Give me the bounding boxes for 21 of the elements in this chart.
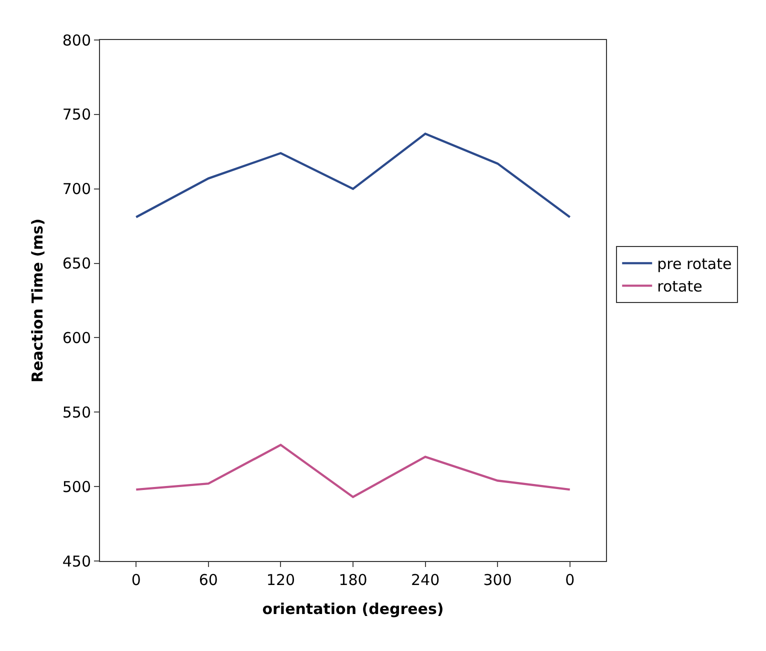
line-series — [135, 132, 571, 218]
line-series — [135, 444, 571, 498]
y-tick-label: 750 — [62, 106, 91, 124]
x-tick-label: 60 — [198, 571, 218, 589]
y-tick-label: 450 — [62, 552, 91, 570]
legend-label: pre rotate — [657, 255, 732, 274]
y-tick-label: 700 — [62, 180, 91, 198]
x-tick-label: 300 — [483, 571, 512, 589]
y-tick-label: 600 — [62, 328, 91, 347]
x-tick-label: 0 — [565, 571, 575, 589]
y-tick-label: 550 — [62, 403, 91, 422]
x-tick-label: 0 — [131, 571, 141, 589]
x-tick-label: 180 — [338, 571, 368, 589]
y-tick-label: 800 — [62, 31, 91, 50]
y-tick-label: 500 — [62, 478, 91, 496]
y-axis-title: Reaction Time (ms) — [28, 218, 47, 382]
x-axis-title: orientation (degrees) — [262, 600, 444, 618]
legend-label: rotate — [657, 278, 702, 296]
x-tick-label: 240 — [410, 571, 440, 589]
y-tick-label: 650 — [62, 254, 91, 273]
x-tick-label: 120 — [266, 571, 296, 589]
